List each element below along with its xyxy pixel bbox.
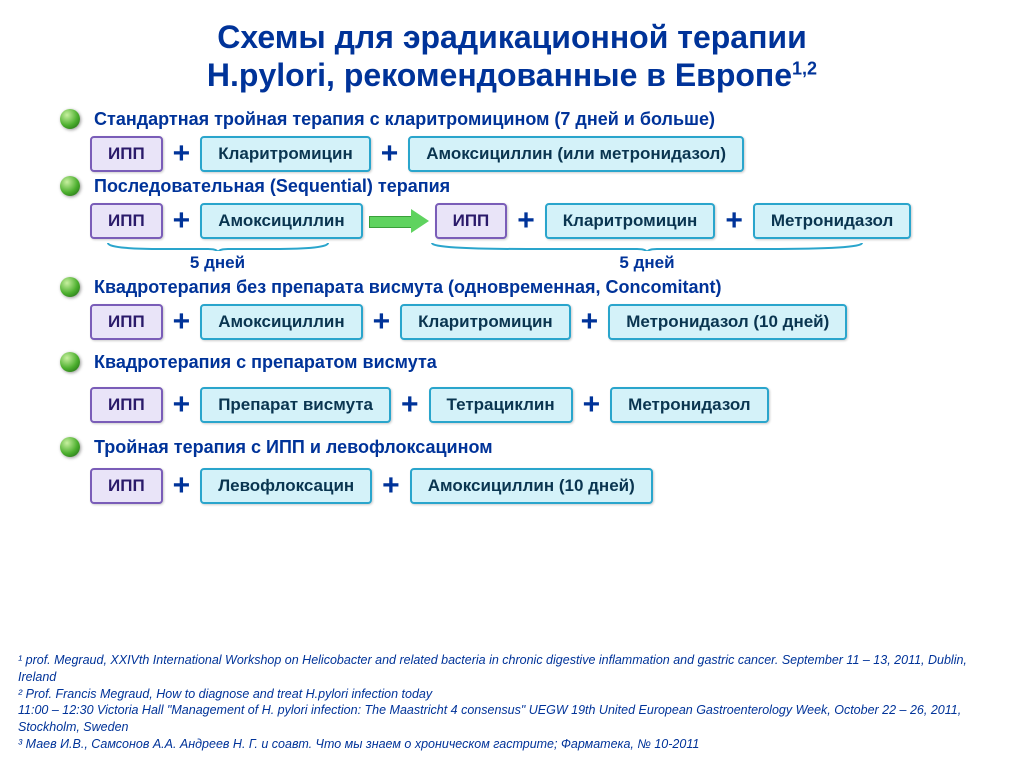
drug-box-clarithromycin: Кларитромицин — [545, 203, 716, 239]
slide-title: Схемы для эрадикационной терапии H.pylor… — [0, 0, 1024, 105]
plus-icon: + — [163, 388, 201, 422]
days-label: 5 дней — [190, 253, 245, 273]
bullet-icon — [60, 109, 80, 129]
footnote-2: ² Prof. Francis Megraud, How to diagnose… — [18, 686, 1006, 703]
plus-icon: + — [163, 137, 201, 171]
plus-icon: + — [163, 469, 201, 503]
drug-box-clarithromycin: Кларитромицин — [400, 304, 571, 340]
plus-icon: + — [573, 388, 611, 422]
title-line1: Схемы для эрадикационной терапии — [217, 19, 807, 55]
drug-box-ppi: ИПП — [90, 304, 163, 340]
drug-box-ppi: ИПП — [90, 468, 163, 504]
plus-icon: + — [163, 305, 201, 339]
section-title: Квадротерапия без препарата висмута (одн… — [94, 277, 721, 298]
brace-icon — [427, 241, 867, 251]
footnotes: ¹ prof. Megraud, XXIVth International Wo… — [18, 652, 1006, 753]
footnote-3: 11:00 – 12:30 Victoria Hall "Management … — [18, 702, 1006, 736]
drug-box-levofloxacin: Левофлоксацин — [200, 468, 372, 504]
footnote-4: ³ Маев И.В., Самсонов А.А. Андреев Н. Г.… — [18, 736, 1006, 753]
plus-icon: + — [507, 204, 545, 238]
drug-box-amoxicillin: Амоксициллин — [200, 304, 362, 340]
drug-box-tetracycline: Тетрациклин — [429, 387, 573, 423]
drug-box-bismuth: Препарат висмута — [200, 387, 391, 423]
section-levofloxacin-triple: Тройная терапия с ИПП и левофлоксацином … — [60, 437, 1024, 504]
section-bismuth-quad: Квадротерапия с препаратом висмута ИПП +… — [60, 352, 1024, 423]
plus-icon: + — [371, 137, 409, 171]
drug-box-metronidazole: Метронидазол (10 дней) — [608, 304, 847, 340]
drug-box-ppi: ИПП — [90, 203, 163, 239]
plus-icon: + — [391, 388, 429, 422]
drug-box-amoxicillin: Амоксициллин (10 дней) — [410, 468, 653, 504]
arrow-icon — [369, 211, 429, 231]
drug-box-metronidazole: Метронидазол — [610, 387, 768, 423]
drug-box-ppi: ИПП — [90, 387, 163, 423]
plus-icon: + — [163, 204, 201, 238]
bullet-icon — [60, 352, 80, 372]
drug-box-amoxicillin: Амоксициллин — [200, 203, 362, 239]
drug-box-clarithromycin: Кларитромицин — [200, 136, 371, 172]
drug-box-ppi: ИПП — [90, 136, 163, 172]
bullet-icon — [60, 437, 80, 457]
brace-icon — [103, 241, 333, 251]
drug-box-ppi: ИПП — [435, 203, 508, 239]
section-title: Стандартная тройная терапия с кларитроми… — [94, 109, 715, 130]
footnote-1: ¹ prof. Megraud, XXIVth International Wo… — [18, 652, 1006, 686]
title-sup: 1,2 — [792, 59, 817, 79]
section-title: Тройная терапия с ИПП и левофлоксацином — [94, 437, 493, 458]
bullet-icon — [60, 176, 80, 196]
section-title: Квадротерапия с препаратом висмута — [94, 352, 437, 373]
drug-box-metronidazole: Метронидазол — [753, 203, 911, 239]
section-standard-triple: Стандартная тройная терапия с кларитроми… — [60, 109, 1024, 172]
days-label: 5 дней — [619, 253, 674, 273]
title-line2: H.pylori, рекомендованные в Европе — [207, 57, 792, 93]
plus-icon: + — [372, 469, 410, 503]
section-concomitant: Квадротерапия без препарата висмута (одн… — [60, 277, 1024, 340]
plus-icon: + — [363, 305, 401, 339]
plus-icon: + — [715, 204, 753, 238]
plus-icon: + — [571, 305, 609, 339]
section-sequential: Последовательная (Sequential) терапия ИП… — [60, 176, 1024, 273]
drug-box-amoxicillin: Амоксициллин (или метронидазол) — [408, 136, 744, 172]
section-title: Последовательная (Sequential) терапия — [94, 176, 450, 197]
bullet-icon — [60, 277, 80, 297]
